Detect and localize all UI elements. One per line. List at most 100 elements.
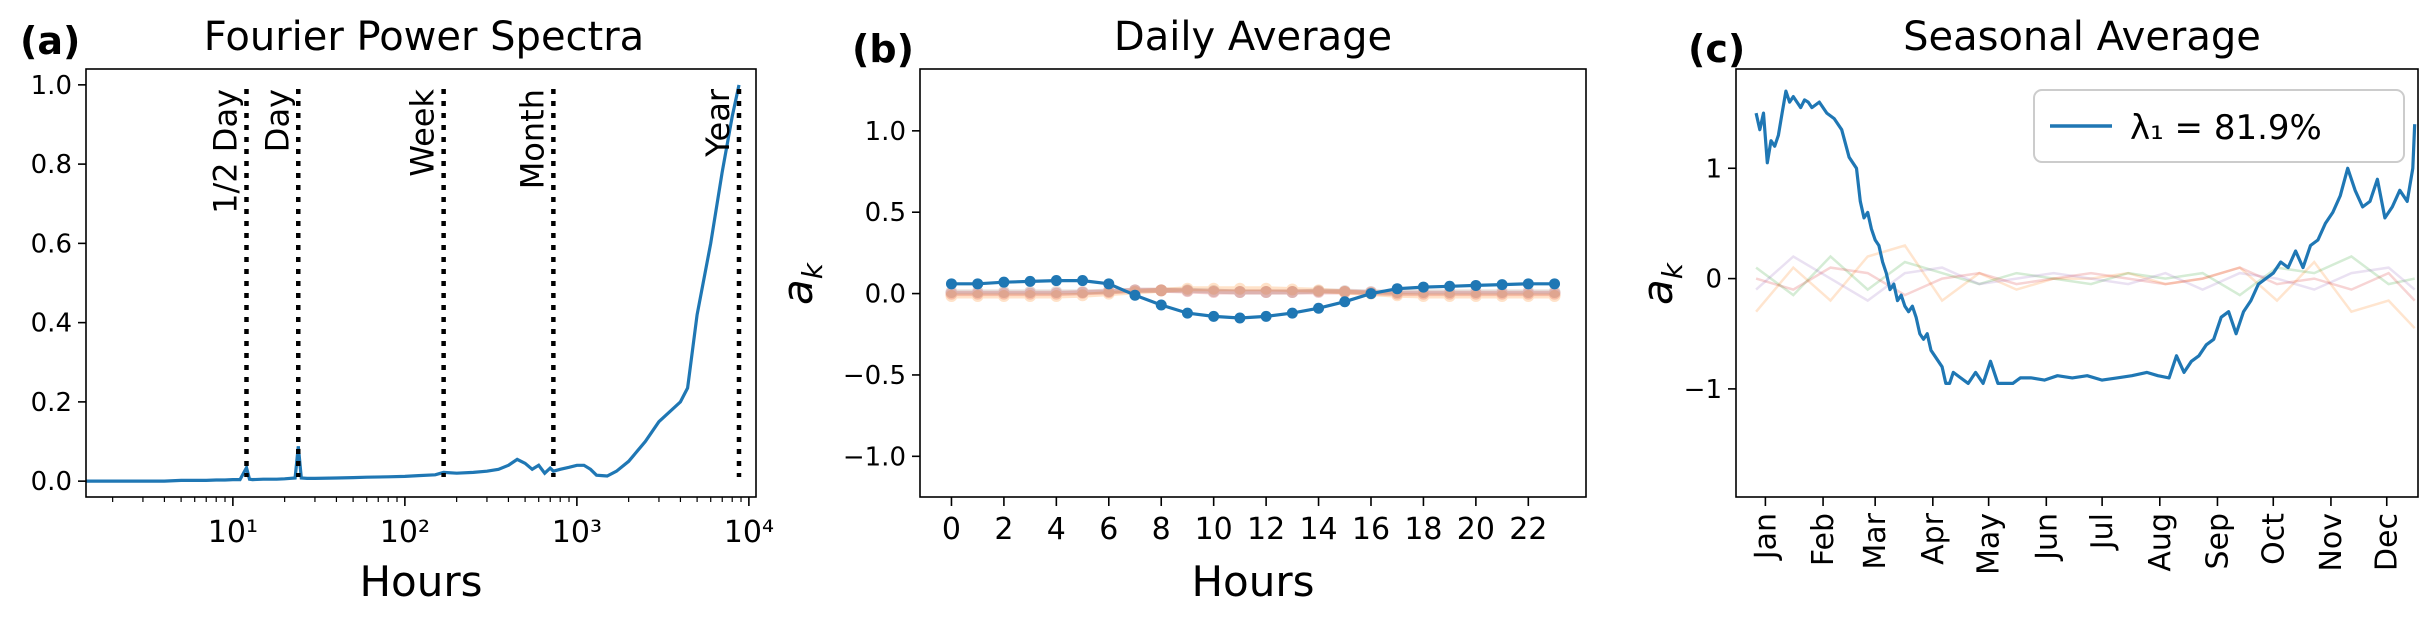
x-tick-label-b-4: 8 [1152, 512, 1171, 547]
series-line-first-component [1754, 89, 2417, 385]
data-point-b-0-6 [1102, 285, 1115, 298]
x-tick-label-c-6: Jul [2085, 513, 2120, 551]
data-point-b-3-13 [1286, 307, 1298, 319]
x-tick-label-b-5: 10 [1195, 512, 1233, 547]
y-tick-label-a-4: 0.8 [31, 150, 72, 180]
x-tick-label-b-9: 18 [1404, 512, 1442, 547]
series-group-b [945, 275, 1561, 324]
reference-label-4: Year [699, 88, 737, 158]
data-point-b-2-15 [1338, 285, 1351, 298]
data-point-b-3-15 [1339, 296, 1351, 308]
data-point-b-2-10 [1207, 285, 1220, 298]
faded-series-line-c-3 [1755, 266, 2416, 302]
y-axis-label-c: ak [1633, 261, 1689, 305]
y-tick-label-c-2: 1 [1705, 154, 1722, 184]
reference-label-0: 1/2 Day [206, 89, 244, 214]
data-point-b-3-6 [1103, 278, 1115, 290]
data-point-b-3-21 [1496, 279, 1508, 291]
data-point-b-1-5 [1076, 289, 1089, 302]
y-tick-label-a-3: 0.6 [31, 229, 72, 259]
data-point-b-2-2 [997, 285, 1010, 298]
data-point-b-1-1 [971, 290, 984, 303]
x-tick-label-a-3: 10⁴ [724, 515, 774, 550]
data-point-b-3-1 [972, 278, 984, 290]
data-point-b-3-10 [1208, 310, 1220, 322]
y-ticks-a: 0.0 0.2 0.4 0.6 0.8 1.0 [31, 71, 86, 497]
x-ticks-a: 10¹ 10² 10³ 10⁴ [112, 497, 774, 550]
data-point-b-1-22 [1522, 290, 1535, 303]
faded-series-line-c-1 [1755, 254, 2415, 297]
reference-label-2: Week [404, 89, 442, 177]
x-tick-label-b-3: 6 [1099, 512, 1118, 547]
chart-title-c: Seasonal Average [1903, 14, 2261, 60]
data-point-b-0-9 [1181, 285, 1194, 298]
reference-label-1: Day [258, 89, 296, 152]
data-point-b-1-21 [1496, 290, 1509, 303]
x-tick-label-b-0: 0 [942, 512, 961, 547]
data-point-b-0-13 [1286, 285, 1299, 298]
data-point-b-2-1 [971, 285, 984, 298]
panel-seasonal-average: (c) Seasonal Average −1 0 1 Jan Feb Mar Apr Ma… [1633, 14, 2419, 575]
x-axis-label-a: Hours [359, 557, 482, 606]
data-point-b-3-23 [1549, 278, 1561, 290]
data-point-b-3-18 [1417, 281, 1429, 293]
panel-label-a: (a) [20, 19, 80, 63]
data-point-b-2-22 [1522, 285, 1535, 298]
x-tick-label-c-11: Dec [2370, 513, 2405, 571]
data-point-b-0-11 [1233, 285, 1246, 298]
faded-series-line-c-2 [1755, 254, 2416, 303]
data-point-b-3-5 [1077, 275, 1089, 287]
data-point-b-2-13 [1286, 285, 1299, 298]
reference-lines-a: 1/2 Day Day Week Month Year [206, 88, 742, 477]
data-point-b-0-15 [1338, 285, 1351, 298]
data-point-b-0-14 [1312, 285, 1325, 298]
data-point-b-2-8 [1155, 284, 1168, 297]
data-point-b-0-22 [1522, 287, 1535, 300]
main-series-group-c [1754, 89, 2417, 385]
x-tick-label-b-7: 14 [1299, 512, 1337, 547]
data-point-b-3-17 [1391, 283, 1403, 295]
data-point-b-1-6 [1102, 287, 1115, 300]
y-tick-label-c-0: −1 [1684, 375, 1722, 405]
x-ticks-c: Jan Feb Mar Apr May Jun Jul Aug Sep Oct Nov Dec [1748, 497, 2405, 575]
y-ticks-b: −1.0 −0.5 0.0 0.5 1.0 [843, 117, 920, 472]
y-axis-label-b: ak [773, 261, 829, 305]
x-tick-label-b-8: 16 [1352, 512, 1390, 547]
data-point-b-0-4 [1050, 287, 1063, 300]
data-point-b-1-13 [1286, 283, 1299, 296]
panel-fourier-power-spectra: (a) Fourier Power Spectra 1/2 Day Day Week… [20, 14, 774, 606]
y-tick-label-a-2: 0.4 [31, 309, 72, 339]
y-tick-label-b-2: 0.0 [865, 280, 906, 310]
x-tick-label-c-9: Oct [2256, 513, 2291, 565]
data-point-b-3-11 [1234, 312, 1246, 324]
y-tick-label-a-1: 0.2 [31, 388, 72, 418]
data-point-b-0-0 [945, 287, 958, 300]
data-point-b-3-22 [1522, 278, 1534, 290]
x-tick-label-a-2: 10³ [552, 515, 602, 550]
chart-title-a: Fourier Power Spectra [204, 14, 644, 60]
x-tick-label-c-8: Sep [2200, 513, 2235, 570]
data-point-b-2-4 [1050, 285, 1063, 298]
data-point-b-3-9 [1181, 307, 1193, 319]
y-ticks-c: −1 0 1 [1684, 154, 1736, 405]
x-ticks-b: 0 2 4 6 8 10 12 14 16 18 20 22 [942, 497, 1547, 547]
series-line-b-2 [951, 287, 1555, 295]
data-point-b-1-23 [1548, 290, 1561, 303]
y-tick-label-a-0: 0.0 [31, 467, 72, 497]
data-point-b-3-7 [1129, 289, 1141, 301]
data-point-b-1-4 [1050, 290, 1063, 303]
x-tick-label-c-10: Nov [2314, 513, 2349, 572]
x-tick-label-c-1: Feb [1806, 513, 1841, 566]
data-point-b-3-16 [1365, 288, 1377, 300]
data-point-b-3-8 [1155, 299, 1167, 311]
x-tick-label-c-0: Jan [1748, 513, 1783, 561]
x-tick-label-c-4: May [1972, 513, 2007, 575]
data-point-b-3-12 [1260, 310, 1272, 322]
data-point-b-3-14 [1313, 302, 1325, 314]
chart-title-b: Daily Average [1114, 14, 1392, 60]
x-tick-label-b-1: 2 [994, 512, 1013, 547]
data-point-b-1-19 [1443, 290, 1456, 303]
data-point-b-1-0 [945, 290, 958, 303]
